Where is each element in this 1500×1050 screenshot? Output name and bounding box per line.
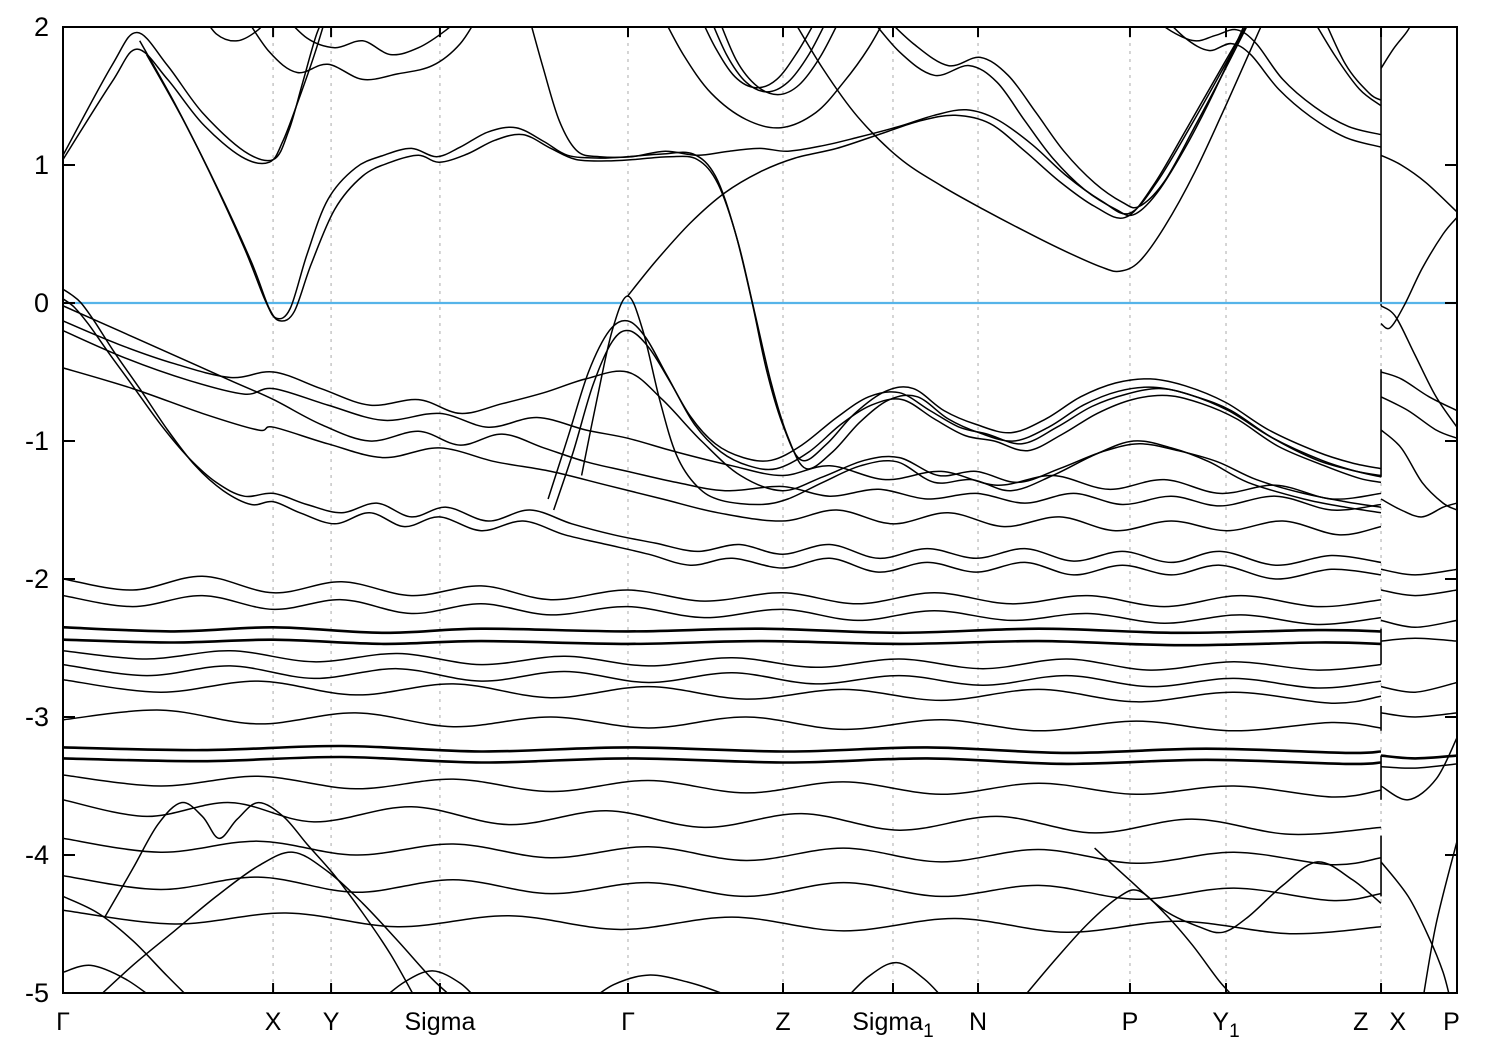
band-curve xyxy=(64,837,1382,866)
band-curve xyxy=(64,575,1382,608)
band-curve xyxy=(704,28,813,89)
band-curve xyxy=(64,625,1382,635)
band-curve xyxy=(64,744,1382,755)
band-curve xyxy=(64,305,1382,511)
band-curve xyxy=(102,851,448,992)
k-point-label: Y xyxy=(323,1008,340,1036)
band-curve xyxy=(895,28,1247,209)
band-curve xyxy=(64,896,185,992)
k-point-label: Z xyxy=(1353,1008,1368,1036)
band-curve xyxy=(64,755,1382,766)
band-curve xyxy=(851,961,939,992)
band-curve xyxy=(64,663,1382,689)
y-axis-label: -3 xyxy=(25,702,49,732)
k-point-label: Sigma1 xyxy=(852,1008,933,1042)
band-curve xyxy=(104,801,413,992)
band-curve xyxy=(294,28,450,56)
band-curve xyxy=(580,295,1382,514)
band-curve xyxy=(64,964,146,992)
k-point-label: Y1 xyxy=(1212,1008,1239,1042)
band-curve xyxy=(64,650,1382,671)
band-curve xyxy=(139,40,1382,470)
band-curve xyxy=(1327,28,1382,101)
band-curve xyxy=(64,298,1382,566)
band-curve xyxy=(600,974,721,992)
band-curve xyxy=(713,28,824,93)
plot-border xyxy=(62,26,1458,994)
band-curve xyxy=(1380,371,1456,411)
band-curve xyxy=(1380,712,1456,718)
band-curve xyxy=(64,875,1382,902)
k-point-label: Sigma xyxy=(405,1008,476,1036)
band-curve xyxy=(1380,861,1450,992)
k-point-label: N xyxy=(969,1008,987,1036)
band-curve xyxy=(627,28,1246,297)
band-curve xyxy=(531,28,1247,215)
band-curve xyxy=(1026,889,1230,992)
band-curve xyxy=(1380,154,1456,212)
band-curve xyxy=(1380,396,1456,439)
band-curve xyxy=(64,774,1382,798)
band-curve xyxy=(552,329,1382,511)
band-curve xyxy=(64,367,1382,536)
band-curve xyxy=(1380,498,1456,518)
band-curve xyxy=(797,28,1262,273)
band-curve xyxy=(1380,637,1456,642)
band-curve xyxy=(877,28,1244,217)
band-curve xyxy=(721,28,837,96)
band-curve xyxy=(1380,681,1456,693)
band-curve xyxy=(1380,568,1456,576)
band-curve xyxy=(64,594,1382,626)
band-curve xyxy=(1380,217,1456,330)
y-axis-label: -2 xyxy=(25,564,49,594)
band-curve xyxy=(145,54,1382,478)
k-point-label: Z xyxy=(775,1008,790,1036)
band-curve xyxy=(1317,28,1382,107)
band-curve xyxy=(64,320,1382,508)
k-point-label: P xyxy=(1443,1008,1460,1036)
k-point-label: P xyxy=(1122,1008,1139,1036)
band-curve xyxy=(1380,589,1456,597)
band-curve xyxy=(64,638,1382,647)
band-curve xyxy=(64,799,1382,836)
band-curve xyxy=(64,28,324,165)
band-curve xyxy=(64,288,1382,580)
band-curve xyxy=(1380,429,1456,511)
y-axis-label: 0 xyxy=(34,288,49,318)
band-curve xyxy=(1380,763,1456,769)
k-point-label: Γ xyxy=(621,1008,635,1036)
band-curve xyxy=(64,330,1382,500)
y-axis-label: -4 xyxy=(25,840,49,870)
band-curve xyxy=(1380,754,1456,760)
y-axis-label: -5 xyxy=(25,978,49,1008)
y-axis-label: 2 xyxy=(34,12,49,42)
band-curve xyxy=(210,28,262,42)
band-curve xyxy=(1380,28,1411,69)
k-point-label: X xyxy=(1389,1008,1406,1036)
band-curve xyxy=(1423,842,1456,992)
band-curve xyxy=(389,970,472,992)
band-curve xyxy=(64,709,1382,732)
k-point-label: X xyxy=(265,1008,282,1036)
band-curve xyxy=(64,679,1382,704)
band-curve xyxy=(667,28,881,129)
k-point-label: Γ xyxy=(56,1008,70,1036)
band-curve xyxy=(547,319,1382,500)
y-axis-label: 1 xyxy=(34,150,49,180)
band-curve xyxy=(64,909,1382,935)
band-curve xyxy=(1380,738,1456,801)
y-axis-label: -1 xyxy=(25,426,49,456)
band-curve xyxy=(1173,28,1382,148)
band-curve xyxy=(1380,305,1456,428)
band-curve xyxy=(251,28,472,81)
band-curve xyxy=(1380,619,1456,629)
